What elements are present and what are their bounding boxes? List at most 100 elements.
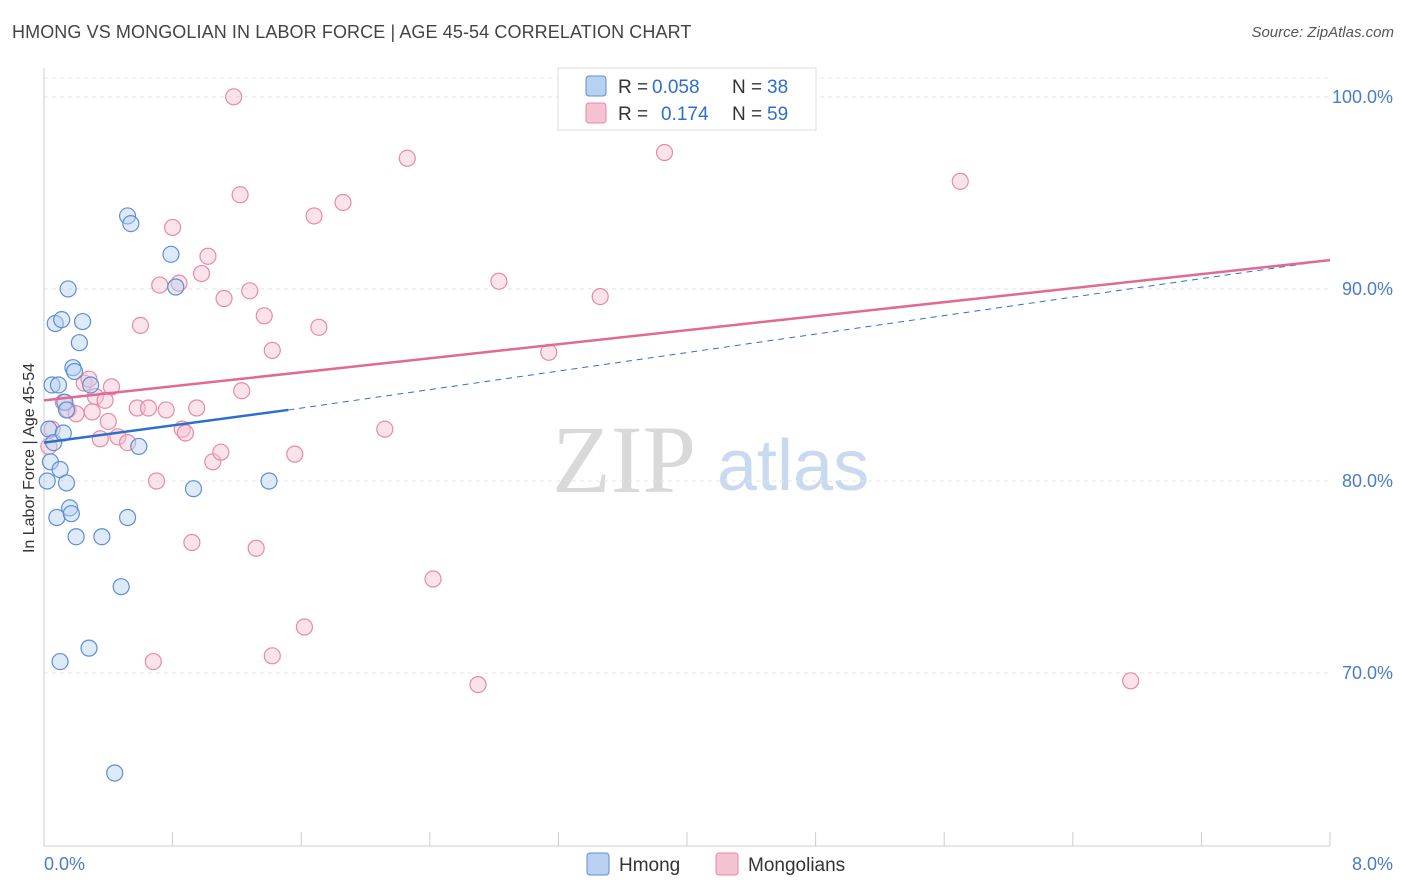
- mongolians-point-48: [424, 570, 442, 588]
- legend-swatch-mongolians: [585, 102, 607, 124]
- y-tick-labels: 70.0% 80.0% 90.0% 100.0%: [1332, 87, 1393, 683]
- legend-top: R = 0.058 N = 38 R = 0.174 N = 59: [557, 67, 817, 131]
- hmong-point-22: [73, 312, 92, 331]
- legend-n-label-hmong: N =: [732, 77, 762, 98]
- x-tick-label-min: 0.0%: [44, 854, 85, 874]
- mongolians-point-25: [176, 424, 195, 442]
- hmong-point-34: [184, 480, 203, 498]
- mongolians-point-18: [144, 652, 162, 671]
- hmong-point-13: [57, 401, 76, 419]
- hmong-trend-line: [43, 408, 289, 444]
- hmong-point-20: [67, 528, 85, 546]
- hmong-point-24: [82, 376, 100, 394]
- y-tick-label-80: 80.0%: [1342, 471, 1393, 491]
- legend-n-value-hmong: 38: [767, 77, 788, 98]
- hmong-point-35: [260, 472, 278, 490]
- x-ticks: [43, 832, 1331, 846]
- hmong-point-26: [106, 764, 124, 782]
- legend-bottom-swatch-mongolians: [715, 852, 739, 876]
- mongolians-trend-line: [43, 258, 1331, 402]
- mongolians-point-32: [215, 289, 233, 308]
- mongolians-point-28: [192, 264, 211, 283]
- legend-swatch-hmong: [585, 75, 607, 97]
- mongolians-point-44: [310, 318, 328, 336]
- mongolians-point-12: [99, 412, 117, 431]
- mongolians-point-49: [469, 676, 487, 694]
- mongolians-point-46: [376, 420, 394, 438]
- mongolians-point-33: [225, 88, 243, 106]
- legend-bottom: Hmong Mongolians: [586, 852, 845, 876]
- hmong-point-30: [122, 215, 140, 233]
- mongolians-point-41: [286, 445, 304, 463]
- legend-r-value-hmong: 0.058: [652, 77, 700, 98]
- mongolians-point-20: [151, 276, 169, 294]
- legend-bottom-swatch-hmong: [586, 852, 610, 876]
- mongolians-point-37: [247, 539, 265, 557]
- mongolians-point-14: [118, 433, 137, 452]
- hmong-point-19: [65, 362, 84, 381]
- mongolians-point-26: [183, 533, 201, 552]
- hmong-point-7: [49, 376, 68, 394]
- watermark-zip: ZIP: [552, 406, 696, 513]
- mongolians-point-27: [188, 399, 206, 417]
- legend-bottom-label-mongolians: Mongolians: [748, 855, 845, 876]
- mongolians-point-7: [83, 403, 101, 421]
- hmong-point-0: [38, 472, 56, 490]
- hmong-point-31: [130, 437, 148, 456]
- mongolians-point-19: [147, 472, 166, 490]
- hmong-point-32: [162, 245, 180, 263]
- x-tick-label-max: 8.0%: [1352, 854, 1393, 874]
- chart-source: Source: ZipAtlas.com: [1251, 24, 1394, 41]
- y-tick-label-100: 100.0%: [1332, 87, 1393, 107]
- mongolians-point-35: [233, 382, 251, 400]
- mongolians-point-45: [334, 193, 352, 212]
- mongolians-point-29: [199, 247, 217, 265]
- mongolians-point-42: [295, 618, 314, 636]
- mongolians-point-6: [80, 370, 98, 388]
- hmong-point-33: [167, 278, 185, 296]
- hmong-point-21: [70, 334, 88, 352]
- legend-n-label-mongolians: N =: [732, 104, 762, 125]
- mongolians-point-52: [591, 287, 609, 306]
- hmong-point-17: [62, 505, 80, 523]
- mongolians-point-55: [1122, 672, 1140, 690]
- mongolians-point-16: [131, 316, 150, 335]
- series-hmong: [38, 207, 278, 782]
- hmong-point-29: [118, 508, 137, 527]
- hmong-point-27: [112, 578, 130, 596]
- hmong-point-10: [53, 311, 71, 329]
- hmong-point-16: [61, 499, 79, 517]
- hmong-point-23: [80, 639, 98, 657]
- hmong-trend-extension: [288, 259, 1331, 411]
- legend-bottom-label-hmong: Hmong: [619, 855, 680, 876]
- mongolians-point-43: [305, 207, 323, 225]
- mongolians-point-53: [655, 143, 674, 162]
- hmong-point-14: [57, 474, 76, 492]
- hmong-point-8: [51, 652, 69, 671]
- mongolians-point-54: [951, 172, 969, 190]
- watermark-atlas: atlas: [717, 426, 869, 506]
- hmong-point-25: [93, 528, 111, 546]
- y-axis-title: In Labor Force | Age 45-54: [21, 363, 38, 553]
- mongolians-point-22: [164, 218, 182, 237]
- mongolians-point-50: [490, 272, 508, 290]
- mongolians-point-21: [157, 401, 175, 419]
- legend-r-value-mongolians: 0.174: [661, 104, 709, 125]
- y-tick-label-70: 70.0%: [1342, 663, 1393, 683]
- mongolians-point-34: [231, 186, 249, 204]
- mongolians-point-36: [241, 282, 259, 300]
- mongolians-point-40: [263, 647, 281, 665]
- grid-lines: [44, 77, 1330, 674]
- mongolians-point-11: [102, 378, 121, 396]
- mongolians-point-17: [139, 399, 158, 417]
- mongolians-point-39: [263, 341, 281, 359]
- hmong-point-3: [43, 376, 61, 394]
- mongolians-point-31: [212, 443, 230, 461]
- series-mongolians: [40, 88, 1140, 694]
- chart-title: HMONG VS MONGOLIAN IN LABOR FORCE | AGE …: [12, 22, 692, 42]
- mongolians-point-38: [255, 307, 273, 325]
- legend-n-value-mongolians: 59: [767, 104, 788, 125]
- hmong-point-15: [59, 280, 77, 298]
- trend-lines: [43, 258, 1331, 444]
